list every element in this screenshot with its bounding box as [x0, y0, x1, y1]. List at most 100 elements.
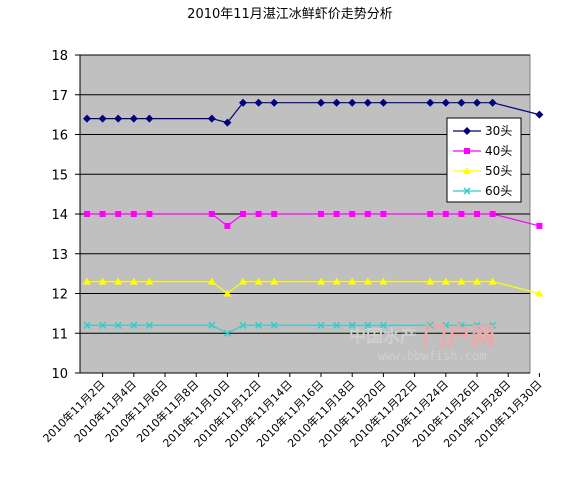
legend-label: 40头 [485, 144, 512, 158]
data-point [379, 321, 387, 329]
legend-item: 50头 [453, 164, 512, 178]
data-point [129, 114, 138, 123]
y-tick-label: 13 [51, 248, 68, 263]
chart-title: 2010年11月湛江冰鲜虾价走势分析 [187, 6, 393, 22]
data-point [332, 277, 341, 285]
data-point [239, 277, 247, 285]
legend-item: 60头 [453, 184, 512, 198]
y-tick-label: 17 [51, 89, 68, 104]
y-tick-label: 18 [51, 49, 68, 64]
data-point [348, 98, 357, 107]
data-point [473, 277, 481, 285]
data-point [255, 211, 262, 217]
data-point [349, 211, 356, 217]
data-point [208, 321, 216, 329]
data-point [474, 211, 480, 217]
series-3 [83, 277, 544, 297]
y-tick-label: 12 [51, 288, 68, 303]
data-point [333, 321, 341, 329]
data-point [99, 321, 107, 329]
data-point [98, 277, 107, 285]
x-axis: 2010年11月2日2010年11月4日2010年11月6日2010年11月8日… [40, 373, 545, 450]
data-point [223, 329, 231, 337]
data-point [442, 321, 450, 329]
data-point [254, 98, 263, 107]
data-point [130, 211, 137, 217]
data-point [270, 321, 278, 329]
data-point [240, 211, 246, 217]
data-point [363, 98, 372, 107]
legend-marker [463, 187, 471, 195]
data-point [83, 114, 91, 123]
data-point [146, 211, 153, 217]
data-point [348, 321, 356, 329]
series-2 [84, 211, 543, 229]
data-point [83, 277, 91, 285]
data-point [115, 211, 122, 217]
legend-label: 50头 [485, 164, 512, 178]
data-point [145, 114, 154, 123]
data-point [318, 211, 324, 217]
data-point [442, 211, 449, 217]
data-point [83, 321, 91, 329]
watermark-url: www.bbwfish.com [378, 349, 486, 363]
data-point [379, 277, 388, 285]
series-4 [83, 321, 497, 337]
data-point [379, 98, 388, 107]
data-point [114, 114, 123, 123]
data-point [207, 114, 216, 123]
data-point [223, 118, 232, 127]
legend: 30头 40头 50头 60头 [446, 117, 522, 203]
y-tick-label: 15 [51, 168, 68, 183]
data-point [239, 321, 247, 329]
y-axis: 10 11 12 13 14 15 16 17 18 [51, 49, 530, 382]
series-line [87, 324, 493, 334]
data-point [427, 211, 434, 217]
data-point [348, 277, 357, 285]
legend-marker [463, 127, 471, 135]
series-group [83, 98, 544, 337]
watermark-portal: 门户网 [423, 322, 495, 350]
data-point [457, 98, 466, 107]
data-point [489, 321, 497, 329]
data-point [129, 277, 138, 285]
data-point [488, 98, 497, 107]
data-point [426, 321, 434, 329]
data-point [473, 98, 481, 107]
data-point [489, 211, 496, 217]
data-point [473, 321, 481, 329]
data-point [98, 114, 107, 123]
data-point [457, 277, 466, 285]
data-point [333, 211, 340, 217]
data-point [223, 289, 232, 297]
legend-marker [463, 167, 471, 174]
data-point [270, 98, 279, 107]
data-point [332, 98, 341, 107]
data-point [364, 211, 371, 217]
data-point [458, 211, 465, 217]
data-point [114, 321, 122, 329]
data-point [254, 277, 263, 285]
y-tick-label: 11 [51, 327, 68, 342]
data-point [441, 98, 450, 107]
y-tick-label: 10 [51, 367, 68, 382]
legend-marker [464, 148, 470, 154]
data-point [271, 211, 278, 217]
data-point [145, 277, 154, 285]
data-point [364, 321, 372, 329]
legend-item: 30头 [453, 124, 512, 138]
data-point [535, 289, 544, 297]
data-point [317, 277, 325, 285]
legend-box [446, 117, 522, 203]
y-tick-label: 14 [51, 208, 68, 223]
legend-label: 60头 [485, 184, 512, 198]
data-point [426, 277, 435, 285]
data-point [270, 277, 279, 285]
watermark: 中国水产 门户网 www.bbwfish.com [349, 322, 495, 363]
data-point [208, 211, 215, 217]
series-1 [83, 98, 544, 127]
data-point [114, 277, 123, 285]
data-point [363, 277, 372, 285]
data-point [84, 211, 90, 217]
